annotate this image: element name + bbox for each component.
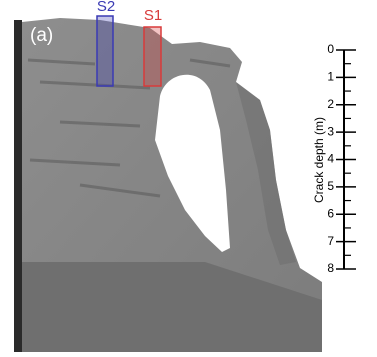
scale-title: Crack depth (m)	[312, 117, 326, 203]
scale-tick-label: 5	[327, 179, 334, 193]
section-edge	[14, 20, 22, 352]
scale-tick-label: 3	[327, 124, 334, 138]
panel-label: (a)	[30, 25, 53, 46]
depth-scale: 0 1 2 3 4 5 6 7 8	[327, 42, 356, 275]
figure: (a) S2 S1 Crack depth (m) 0 1 2 3 4 5 6 7 8	[0, 0, 377, 352]
scale-tick-label: 2	[327, 97, 334, 111]
site-label: S2	[97, 0, 115, 15]
scale-tick-label: 7	[327, 234, 334, 248]
scale-tick-label: 0	[327, 42, 334, 56]
scale-tick-label: 8	[327, 261, 334, 275]
scale-tick-label: 4	[327, 152, 334, 166]
site-box	[97, 16, 113, 86]
scale-tick-label: 1	[327, 70, 334, 84]
site-label: S1	[144, 7, 162, 24]
site-box	[144, 27, 161, 86]
scale-tick-label: 6	[327, 206, 334, 220]
